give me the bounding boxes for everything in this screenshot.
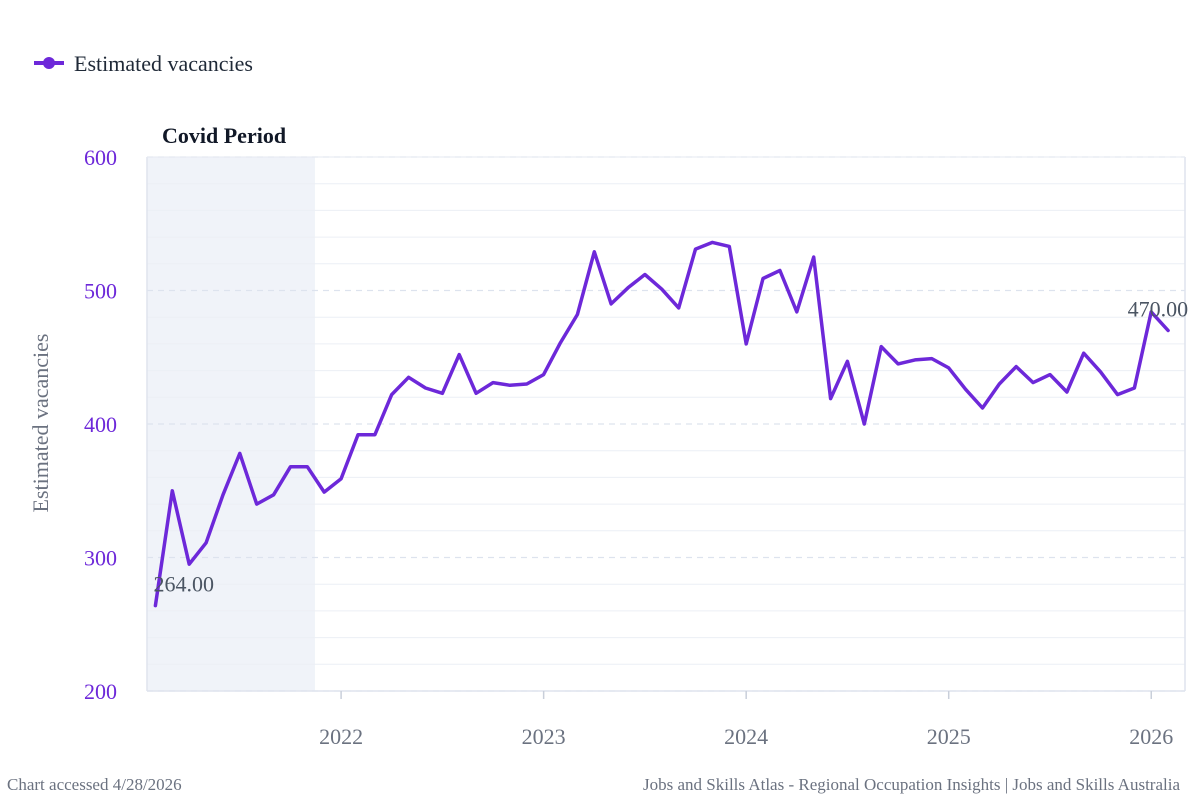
- legend-label: Estimated vacancies: [74, 51, 253, 76]
- x-tick-label: 2026: [1129, 724, 1173, 749]
- legend-dot-marker: [43, 57, 55, 69]
- x-axis-ticks: 2022 2023 2024 2025 2026: [319, 691, 1173, 749]
- y-tick-label: 400: [84, 412, 117, 437]
- shaded-region: Covid Period: [147, 123, 315, 691]
- covid-period-label: Covid Period: [162, 123, 286, 148]
- y-tick-label: 600: [84, 145, 117, 170]
- y-axis-label: Estimated vacancies: [28, 334, 53, 513]
- x-tick-label: 2023: [522, 724, 566, 749]
- data-labels: 264.00 470.00: [153, 297, 1188, 597]
- axes: [146, 156, 1186, 692]
- y-tick-label: 500: [84, 279, 117, 304]
- gridlines: [147, 156, 1185, 692]
- y-axis-ticks: 200 300 400 500 600: [84, 145, 117, 704]
- x-tick-label: 2024: [724, 724, 768, 749]
- y-tick-label: 200: [84, 679, 117, 704]
- series-group: [153, 240, 1170, 608]
- series-line: [153, 240, 1170, 608]
- x-tick-label: 2025: [927, 724, 971, 749]
- x-tick-label: 2022: [319, 724, 363, 749]
- data-label: 264.00: [153, 572, 214, 597]
- y-tick-label: 300: [84, 546, 117, 571]
- footer-source: Jobs and Skills Atlas - Regional Occupat…: [643, 775, 1180, 794]
- legend[interactable]: Estimated vacancies: [34, 51, 253, 76]
- data-label: 470.00: [1128, 297, 1189, 322]
- footer-accessed: Chart accessed 4/28/2026: [7, 775, 182, 794]
